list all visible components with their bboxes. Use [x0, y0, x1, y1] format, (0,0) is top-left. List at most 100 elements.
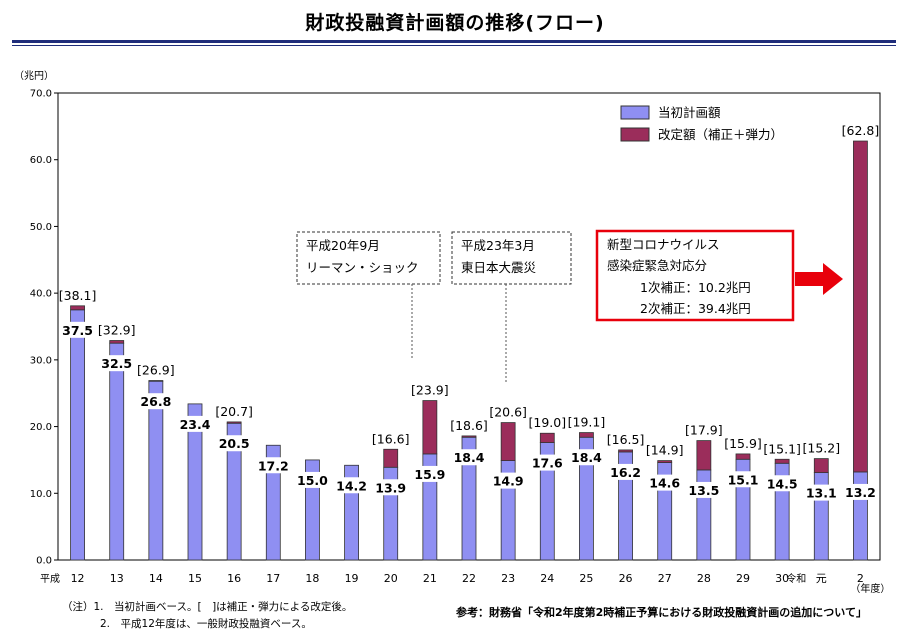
value-label-base: 37.5 [62, 323, 93, 338]
bar-revised-21 [422, 400, 438, 455]
bar-revised-22 [461, 435, 477, 438]
value-label-total: [15.9] [724, 436, 762, 451]
x-tick-label: 14 [149, 572, 163, 585]
annotation-box-quake [451, 231, 572, 285]
value-label-bg [453, 449, 485, 466]
footnote-2: 2. 平成12年度は、一般財政投融資ベース。 [100, 618, 312, 630]
value-label-total: [26.9] [137, 363, 175, 378]
value-label-bg [296, 471, 329, 488]
value-label-bg [766, 475, 799, 492]
annotation-lehman-line2: リーマン・ショック [306, 260, 419, 275]
x-tick-label: 19 [345, 572, 359, 585]
value-label-base: 17.2 [258, 458, 289, 473]
value-label-bg [139, 393, 172, 410]
value-label-bg [413, 465, 446, 482]
x-tick-label: 29 [736, 572, 750, 585]
value-label-bg [100, 355, 133, 372]
annotation-lehman-line1: 平成20年9月 [306, 238, 380, 253]
bar-chart: 0.0 10.0 20.0 30.0 40.0 50.0 60.0 70.0 （兆円） 12 13 1… [14, 70, 890, 595]
annotation-box-lehman [296, 231, 441, 285]
chart-title: 財政投融資計画額の推移(フロー) [305, 12, 605, 34]
value-label-bg [335, 477, 368, 494]
annotation-corona-line1: 新型コロナウイルス [607, 237, 720, 252]
source-note: 参考：財務省「令和2年度第2時補正予算における財政投融資計画の追加について」 [456, 606, 867, 619]
value-label-bg [61, 321, 94, 338]
value-label-bg [218, 435, 251, 452]
x-era-label: 令和 [786, 572, 806, 585]
bar-base-15 [187, 403, 203, 561]
footnote-1: （注）1. 当初計画ベース。[ ]は補正・弾力による改定後。 [62, 601, 353, 613]
value-label-total: [14.9] [646, 443, 684, 458]
bar-revised-元 [813, 458, 829, 474]
bar-revised-13 [109, 340, 125, 344]
bar-revised-20 [383, 448, 399, 468]
value-label-base: 14.2 [336, 478, 367, 493]
value-label-total: [17.9] [685, 423, 723, 438]
x-tick-label: 23 [501, 572, 515, 585]
annotation-corona-line2: 感染症緊急対応分 [607, 258, 707, 273]
bar-revised-30 [774, 458, 790, 464]
bar-revised-29 [735, 453, 751, 460]
legend-label-revised: 改定額（補正＋弾力） [658, 127, 783, 142]
value-label-bg [257, 457, 290, 474]
value-label-base: 13.2 [845, 485, 876, 500]
value-label-bg [648, 474, 681, 491]
x-tick-label: 元 [816, 572, 827, 585]
value-label-base: 23.4 [180, 417, 211, 432]
annotation-quake-line1: 平成23年3月 [461, 238, 535, 253]
value-label-base: 17.6 [532, 456, 563, 471]
y-tick-label: 50.0 [30, 222, 52, 233]
x-tick-label: 17 [266, 572, 280, 585]
title-underline-thin [12, 45, 896, 46]
value-label-total: [23.9] [411, 383, 449, 398]
y-tick-label: 70.0 [30, 89, 52, 100]
y-tick-label: 20.0 [30, 422, 52, 433]
value-label-base: 14.9 [493, 474, 524, 489]
value-label-bg [805, 484, 838, 501]
value-label-base: 14.6 [649, 476, 680, 491]
value-label-total: [19.1] [568, 415, 606, 430]
value-label-base: 14.5 [767, 476, 798, 491]
legend-label-base: 当初計画額 [658, 105, 721, 120]
value-label-total: [18.6] [450, 418, 488, 433]
value-label-bg [609, 463, 642, 480]
x-tick-label: 27 [658, 572, 672, 585]
value-label-bg [570, 449, 603, 466]
bar-revised-12 [70, 305, 85, 311]
bar-revised-14 [148, 380, 164, 382]
value-label-base: 15.9 [414, 467, 445, 482]
value-label-bg [492, 472, 525, 489]
x-tick-label: 2 [857, 572, 864, 585]
x-tick-label: 25 [579, 572, 593, 585]
bar-revised-23 [500, 422, 516, 461]
x-tick-label: 12 [71, 572, 85, 585]
y-axis-unit: （兆円） [14, 70, 54, 82]
value-label-base: 15.1 [728, 472, 759, 487]
value-label-total: [62.8] [842, 123, 880, 138]
value-label-base: 18.4 [454, 450, 485, 465]
bar-base-13 [109, 342, 125, 561]
x-tick-label: 24 [540, 572, 554, 585]
x-prefix-label: 平成 [40, 573, 60, 585]
title-underline [12, 40, 896, 43]
value-label-bg [727, 471, 759, 488]
bar-revised-26 [618, 449, 633, 453]
x-tick-label: 30 [775, 572, 789, 585]
bar-revised-25 [579, 432, 594, 438]
x-tick-label: 26 [619, 572, 633, 585]
value-label-base: 13.5 [688, 483, 719, 498]
x-tick-label: 20 [384, 572, 398, 585]
bar-revised-2 [853, 140, 868, 473]
x-tick-label: 15 [188, 572, 202, 585]
value-label-base: 16.2 [610, 465, 641, 480]
bar-base-12 [70, 309, 85, 561]
annotation-quake-line2: 東日本大震災 [461, 260, 537, 275]
value-label-total: [15.1] [763, 441, 801, 456]
value-label-base: 18.4 [571, 450, 602, 465]
legend-swatch-revised [620, 127, 650, 142]
value-label-bg [844, 483, 877, 500]
bar-revised-27 [657, 460, 673, 463]
x-tick-label: 28 [697, 572, 711, 585]
value-label-base: 32.5 [101, 356, 132, 371]
x-suffix-label: （年度） [850, 582, 890, 595]
